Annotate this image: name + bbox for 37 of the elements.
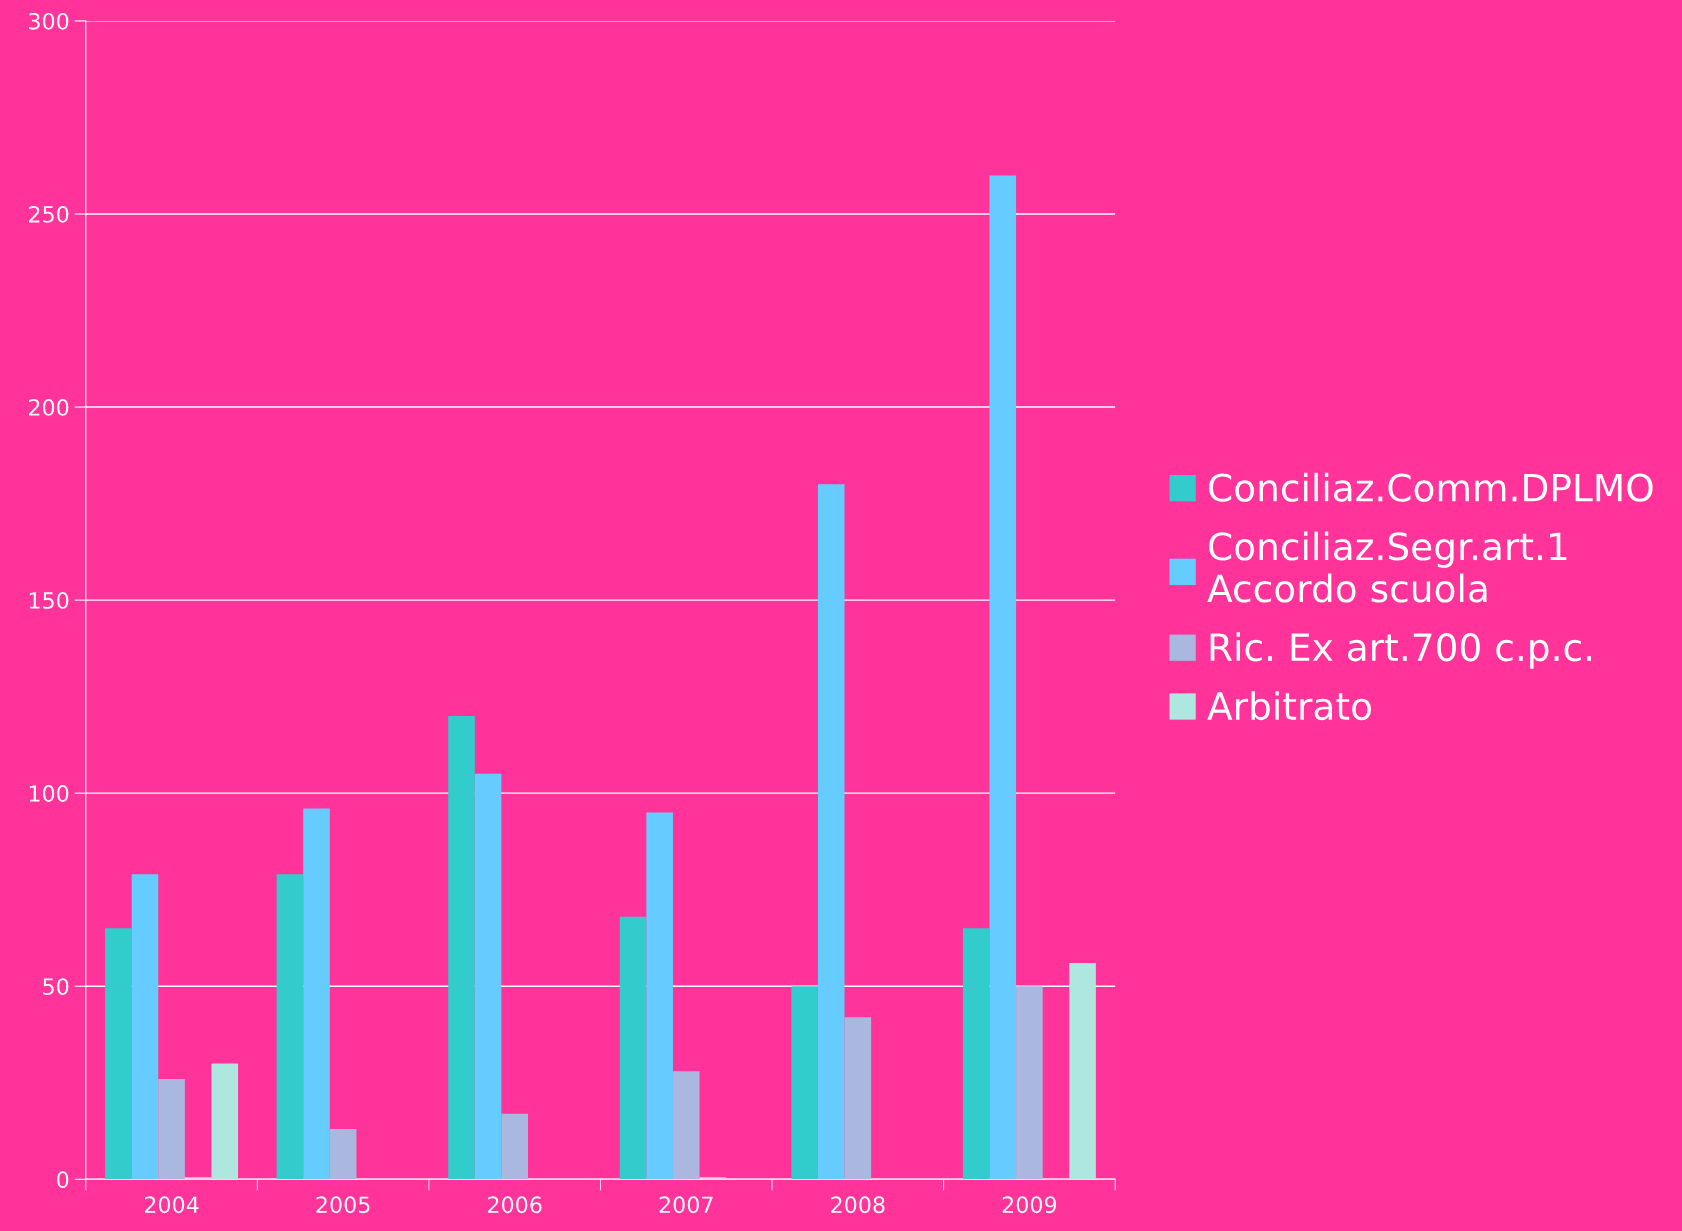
bar: [844, 1017, 872, 1180]
y-tick-label: 250: [29, 205, 69, 223]
bar: [131, 874, 159, 1180]
y-tick-label: 150: [29, 592, 69, 609]
legend-label: Conciliaz.Comm.DPLMO: [1209, 472, 1653, 502]
legend-label: Ric. Ex art.700 c.p.c.: [1210, 632, 1592, 669]
x-tick-label: 2009: [1002, 1196, 1057, 1214]
x-tick-label: 2004: [144, 1196, 199, 1214]
x-tick-label: 2007: [659, 1196, 713, 1214]
bar: [791, 986, 818, 1180]
legend-label: Conciliaz.Segr.art.1 Accordo scuola: [1207, 531, 1567, 603]
bar: [158, 1078, 185, 1180]
y-tick-label: 100: [29, 785, 69, 802]
x-tick-label: 2005: [316, 1196, 370, 1214]
bar: [105, 928, 132, 1180]
legend-label: Arbitrato: [1207, 691, 1371, 721]
y-tick-label: 200: [29, 399, 69, 416]
y-tick-label: 300: [29, 12, 69, 30]
bar: [672, 1071, 700, 1180]
y-tick-label: 0: [57, 1171, 69, 1189]
bar: [1016, 986, 1043, 1180]
bar: [276, 874, 304, 1180]
y-tick-label: 50: [43, 978, 69, 995]
bar: [646, 812, 673, 1180]
bar: [329, 1129, 357, 1180]
bar: [448, 715, 475, 1180]
bar: [817, 484, 845, 1180]
bar: [303, 808, 330, 1180]
bar: [211, 1063, 239, 1180]
bar: [619, 916, 647, 1180]
bar: [474, 773, 502, 1180]
bar: [501, 1113, 528, 1180]
x-tick-label: 2006: [488, 1196, 542, 1214]
x-tick-label: 2008: [831, 1196, 885, 1214]
bar: [989, 175, 1017, 1180]
bar: [1069, 963, 1096, 1180]
bar: [962, 928, 990, 1180]
